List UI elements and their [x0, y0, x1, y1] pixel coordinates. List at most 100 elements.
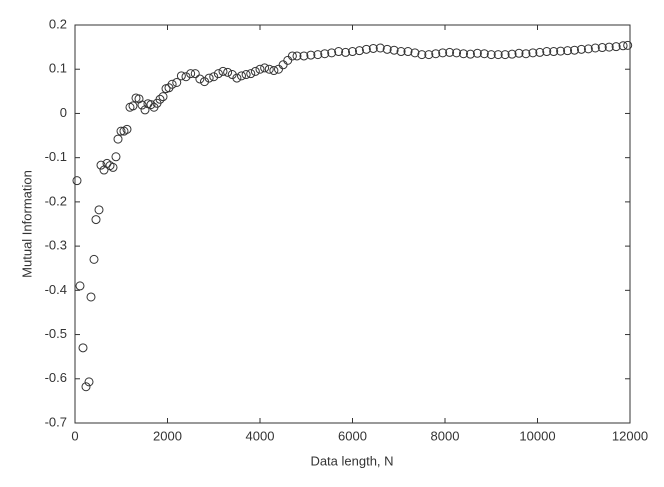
- data-point: [195, 74, 205, 84]
- data-point: [78, 343, 88, 353]
- data-point: [623, 40, 633, 50]
- data-point: [269, 66, 279, 76]
- data-point: [86, 292, 96, 302]
- data-point: [368, 43, 378, 53]
- data-point: [111, 152, 121, 162]
- data-point: [91, 215, 101, 225]
- data-point: [283, 55, 293, 65]
- data-point: [72, 176, 82, 186]
- x-tick-label: 12000: [612, 428, 648, 443]
- data-point: [493, 50, 503, 60]
- data-point: [507, 49, 517, 59]
- data-point: [122, 124, 132, 134]
- data-point: [241, 70, 251, 80]
- y-tick-label: -0.3: [45, 238, 67, 253]
- x-tick-label: 10000: [519, 428, 555, 443]
- data-point: [167, 79, 177, 89]
- data-point: [213, 69, 223, 79]
- data-point: [597, 43, 607, 53]
- data-point: [116, 126, 126, 136]
- x-tick-label: 4000: [246, 428, 275, 443]
- x-tick-label: 0: [71, 428, 78, 443]
- data-point: [172, 77, 182, 87]
- data-point: [424, 50, 434, 60]
- data-point: [590, 43, 600, 53]
- data-point: [396, 47, 406, 57]
- data-point: [181, 72, 191, 82]
- data-point: [155, 94, 165, 104]
- data-point: [459, 49, 468, 59]
- data-point: [176, 71, 186, 81]
- data-point: [417, 50, 427, 60]
- data-point: [348, 47, 357, 57]
- data-point: [299, 51, 309, 61]
- y-tick-label: -0.6: [45, 370, 67, 385]
- data-point: [528, 48, 538, 58]
- data-point: [96, 160, 106, 170]
- data-point: [521, 49, 531, 59]
- y-tick-label: 0: [60, 105, 67, 120]
- y-tick-label: -0.4: [45, 282, 67, 297]
- data-point: [479, 49, 489, 59]
- y-tick-label: 0.2: [49, 16, 67, 31]
- data-point: [618, 41, 628, 51]
- y-tick-label: -0.1: [45, 149, 67, 164]
- data-point: [186, 69, 196, 79]
- data-point: [465, 49, 475, 59]
- x-tick-label: 2000: [153, 428, 182, 443]
- data-point: [452, 48, 462, 58]
- data-point: [306, 50, 316, 60]
- data-point: [570, 45, 579, 55]
- data-point: [250, 66, 260, 76]
- data-point: [94, 205, 104, 215]
- data-point: [278, 60, 288, 70]
- data-point: [382, 44, 392, 54]
- data-point: [218, 66, 228, 76]
- data-point: [556, 46, 566, 56]
- data-point: [486, 50, 496, 60]
- data-point: [500, 50, 510, 60]
- data-point: [223, 67, 233, 77]
- data-point: [604, 42, 614, 52]
- data-point: [246, 69, 256, 79]
- data-point: [204, 73, 214, 83]
- y-tick-label: -0.5: [45, 326, 67, 341]
- data-point: [84, 377, 94, 387]
- data-point: [375, 43, 385, 53]
- data-point: [232, 73, 242, 83]
- data-point: [611, 42, 621, 52]
- data-point: [146, 100, 156, 110]
- y-tick-label: -0.7: [45, 414, 67, 429]
- data-point: [576, 44, 586, 54]
- plot-frame: [74, 24, 631, 424]
- data-point: [327, 48, 337, 58]
- data-point: [535, 47, 545, 57]
- data-point: [445, 47, 455, 57]
- data-point: [89, 254, 99, 264]
- data-point: [75, 281, 85, 291]
- data-point: [81, 382, 91, 392]
- data-point: [563, 46, 573, 56]
- x-tick-label: 8000: [431, 428, 460, 443]
- data-point: [410, 48, 420, 58]
- data-point: [137, 100, 147, 110]
- data-point: [237, 71, 246, 81]
- data-point: [260, 63, 270, 73]
- data-point: [431, 49, 441, 59]
- data-point: [274, 64, 283, 74]
- data-point: [158, 92, 168, 102]
- data-point: [190, 69, 200, 79]
- data-point: [334, 47, 344, 57]
- data-point: [549, 47, 559, 57]
- data-point: [264, 64, 274, 74]
- x-axis-label: Data length, N: [310, 453, 393, 468]
- data-point: [140, 105, 150, 115]
- data-point: [438, 48, 448, 58]
- data-point: [542, 47, 552, 57]
- data-point: [354, 46, 364, 56]
- data-point: [472, 48, 482, 58]
- data-point: [313, 50, 323, 60]
- data-point: [113, 134, 123, 144]
- data-point: [128, 101, 138, 111]
